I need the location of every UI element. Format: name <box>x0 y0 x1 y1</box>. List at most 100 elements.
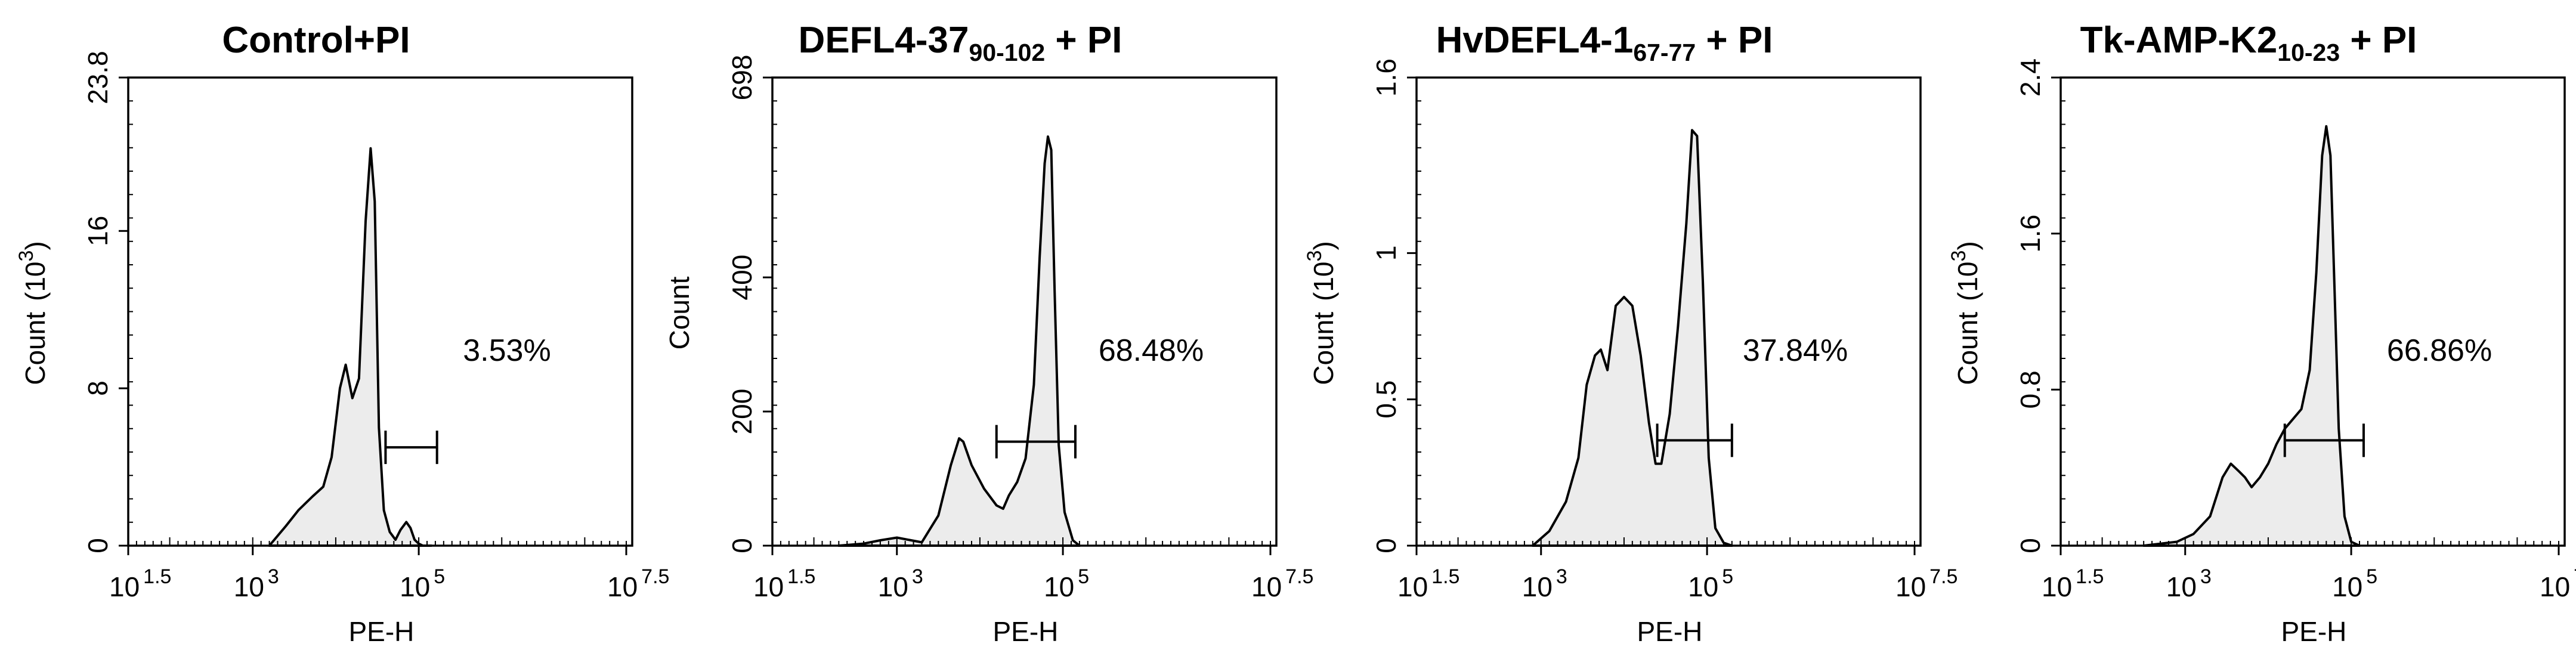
x-axis-label: PE-H <box>1637 616 1703 647</box>
x-tick-base: 10 <box>1044 571 1074 602</box>
y-tick-label: 8 <box>82 380 113 396</box>
chart-title-sub: 67-77 <box>1633 39 1696 66</box>
x-tick-exp: 5 <box>1722 565 1733 588</box>
chart-title-main: DEFL4-37 <box>799 20 969 61</box>
x-tick-label: 10 3 <box>234 565 279 602</box>
x-tick-label: 10 5 <box>1688 565 1733 602</box>
y-axis-label-text: Count <box>20 312 51 385</box>
chart-title-sub: 10-23 <box>2277 39 2340 66</box>
y-tick-label: 0.8 <box>2015 370 2046 408</box>
x-tick-label: 10 1.5 <box>2042 565 2104 602</box>
y-tick-label: 0 <box>1371 538 1402 553</box>
x-tick-exp: 7.5 <box>2574 565 2576 588</box>
x-tick-base: 10 <box>400 571 430 602</box>
y-axis-unit: (10 <box>1952 262 1983 301</box>
y-axis-unit-exp: 3 <box>15 250 38 262</box>
x-tick-base: 10 <box>2332 571 2362 602</box>
x-tick-exp: 1.5 <box>2076 565 2104 588</box>
chart-title-main: Tk-AMP-K2 <box>2080 20 2278 61</box>
x-tick-label: 10 1.5 <box>109 565 171 602</box>
x-tick-base: 10 <box>1251 571 1282 602</box>
panel-2: 68.48% 10 1.5 10 3 10 5 10 7.5 0 200 400 698 Count PE-… <box>644 0 1313 653</box>
x-tick-base: 10 <box>753 571 784 602</box>
y-axis-label: Count (103) <box>15 241 51 385</box>
y-axis-label-text: Count <box>1952 312 1983 385</box>
y-axis-unit-close: ) <box>1952 241 1983 250</box>
x-tick-exp: 5 <box>434 565 445 588</box>
chart-title-main: Control+PI <box>222 20 410 61</box>
y-axis-label-text: Count <box>664 276 695 349</box>
gate-percent: 3.53% <box>463 333 551 368</box>
x-tick-exp: 1.5 <box>1431 565 1459 588</box>
y-axis-unit-close: ) <box>1308 241 1339 250</box>
panel-1: 3.53% 10 1.5 10 3 10 5 10 7.5 0 8 16 23.8 Count(103) P… <box>0 0 669 653</box>
gate-percent: 66.86% <box>2387 333 2492 368</box>
y-axis-label: Count (103) <box>1947 241 1983 385</box>
chart-title: HvDEFL4-167-77 + PI <box>1436 20 1773 66</box>
x-tick-exp: 5 <box>1078 565 1089 588</box>
y-tick-label: 23.8 <box>82 51 113 104</box>
chart-title-tail: + PI <box>1045 20 1122 61</box>
x-tick-base: 10 <box>109 571 140 602</box>
y-tick-label: 200 <box>726 389 757 435</box>
histogram-curve <box>2142 125 2361 547</box>
y-tick-label: 0.5 <box>1371 380 1402 419</box>
x-axis-label: PE-H <box>2281 616 2347 647</box>
y-axis-unit: (10 <box>20 262 51 301</box>
x-tick-base: 10 <box>234 571 264 602</box>
y-tick-label: 1 <box>1371 246 1402 261</box>
x-tick-label: 10 3 <box>2166 565 2212 602</box>
x-axis-label: PE-H <box>349 616 415 647</box>
gate-percent: 68.48% <box>1099 333 1204 368</box>
chart-title-tail: + PI <box>2340 20 2417 61</box>
y-axis-label-text: Count <box>1308 312 1339 385</box>
y-tick-label: 0 <box>2015 538 2046 553</box>
chart-svg: 66.86%101.5103105107.500.81.62.4Count(10… <box>1947 20 2576 647</box>
chart-svg: 37.84%10 1.5 10 3 10 5 10 7.500.511.6Count(103)… <box>1303 20 1957 647</box>
chart-title-main: HvDEFL4-1 <box>1436 20 1634 61</box>
x-tick-label: 10 3 <box>1522 565 1567 602</box>
x-tick-base: 10 <box>1688 571 1718 602</box>
panel-3: 37.84% 10 1.5 10 3 10 5 10 7.5 0 0.5 1 1.6 Count(103)… <box>1288 0 1957 653</box>
x-tick-exp: 7.5 <box>641 565 669 588</box>
chart-title: Control+PI <box>222 20 410 61</box>
x-tick-label: 10 1.5 <box>1397 565 1459 602</box>
x-tick-base: 10 <box>878 571 908 602</box>
panel-4: 66.86%101.5103105107.500.81.62.4Count(10… <box>1932 0 2576 653</box>
x-tick-exp: 3 <box>268 565 279 588</box>
x-tick-label: 10 1.5 <box>753 565 815 602</box>
chart-title-sub: 90-102 <box>969 39 1046 66</box>
chart-svg: 68.48%10 1.5 10 3 10 5 10 7.50200400698CountPE-… <box>664 20 1313 647</box>
y-tick-label: 2.4 <box>2015 58 2046 97</box>
histogram-curve <box>1531 129 1733 547</box>
x-tick-base: 10 <box>2166 571 2197 602</box>
x-tick-label: 10 5 <box>400 565 445 602</box>
y-tick-label: 400 <box>726 255 757 301</box>
y-tick-label: 1.6 <box>2015 215 2046 253</box>
y-tick-label: 1.6 <box>1371 58 1402 97</box>
x-tick-base: 10 <box>607 571 638 602</box>
x-tick-base: 10 <box>1522 571 1553 602</box>
y-tick-label: 0 <box>82 538 113 553</box>
y-axis-unit-close: ) <box>20 241 51 250</box>
y-axis-label: Count (103) <box>1303 241 1339 385</box>
x-tick-exp: 7.5 <box>1285 565 1313 588</box>
x-tick-base: 10 <box>1895 571 1926 602</box>
chart-title-tail: + PI <box>1696 20 1773 61</box>
y-axis-unit-exp: 3 <box>1303 250 1326 262</box>
y-axis-label: Count <box>664 276 695 349</box>
x-tick-label: 10 5 <box>1044 565 1089 602</box>
x-tick-base: 10 <box>1397 571 1428 602</box>
x-tick-label: 10 3 <box>878 565 923 602</box>
x-tick-exp: 3 <box>1556 565 1567 588</box>
y-tick-label: 16 <box>82 216 113 246</box>
chart-title: Tk-AMP-K210-23 + PI <box>2080 20 2417 66</box>
x-tick-exp: 3 <box>912 565 923 588</box>
chart-svg: 3.53%10 1.5 10 3 10 5 10 7.5081623.8Count(103)P… <box>15 20 669 647</box>
y-tick-label: 698 <box>726 55 757 101</box>
gate-percent: 37.84% <box>1743 333 1848 368</box>
x-tick-exp: 1.5 <box>787 565 815 588</box>
